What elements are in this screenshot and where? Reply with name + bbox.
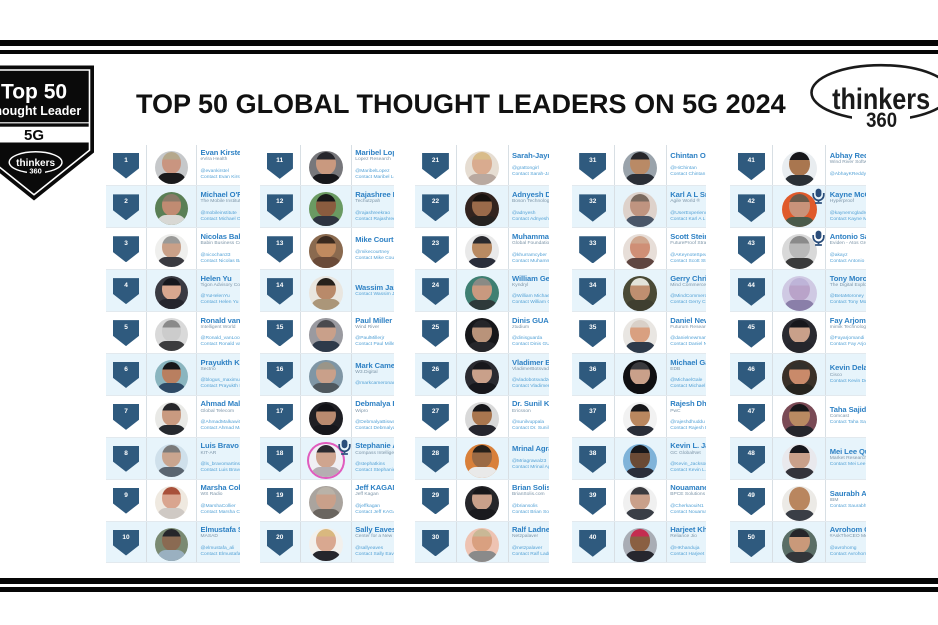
svg-text:360: 360: [866, 109, 897, 132]
svg-text:360: 360: [29, 166, 42, 175]
svg-text:5G: 5G: [24, 126, 44, 143]
svg-text:thinkers: thinkers: [832, 83, 930, 116]
svg-text:Thought Leader: Thought Leader: [0, 104, 81, 118]
svg-text:Top 50: Top 50: [1, 80, 67, 103]
svg-text:thinkers: thinkers: [16, 158, 55, 169]
